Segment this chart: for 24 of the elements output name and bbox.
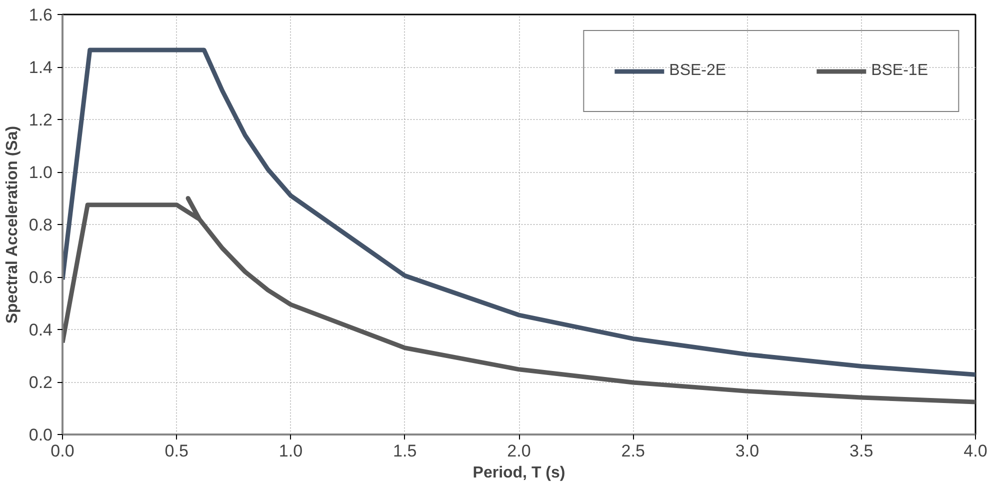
x-tick-label: 2.0 — [507, 442, 531, 460]
x-tick-label: 1.5 — [393, 442, 417, 460]
y-tick-label: 0.2 — [28, 373, 53, 392]
y-tick-label: 1.0 — [28, 163, 53, 182]
x-tick-label: 1.0 — [278, 442, 303, 460]
x-tick-label: 2.5 — [621, 442, 645, 460]
y-axis-title: Spectral Acceleration (Sa) — [4, 126, 21, 324]
line-series — [62, 48, 976, 377]
x-tick-label: 0.5 — [164, 442, 188, 460]
legend-label: BSE-1E — [871, 62, 928, 80]
x-tick-label: 0.0 — [50, 442, 74, 460]
legend-label: BSE-2E — [669, 62, 726, 80]
y-tick-label: 1.2 — [28, 110, 53, 130]
y-tick-label: 0.4 — [28, 320, 53, 340]
line-series — [62, 196, 976, 404]
x-tick-label: 3.5 — [850, 442, 874, 460]
y-tick-label: 0.8 — [28, 216, 53, 234]
y-tick-label: 1.6 — [28, 6, 53, 24]
y-tick-label: 1.4 — [28, 58, 53, 77]
x-axis-title: Period, T (s) — [472, 464, 566, 482]
x-tick-label: 4.0 — [964, 442, 988, 460]
y-tick-label: 0.6 — [28, 268, 53, 287]
y-tick-label: 0.0 — [28, 426, 53, 444]
x-tick-label: 3.0 — [735, 442, 760, 460]
